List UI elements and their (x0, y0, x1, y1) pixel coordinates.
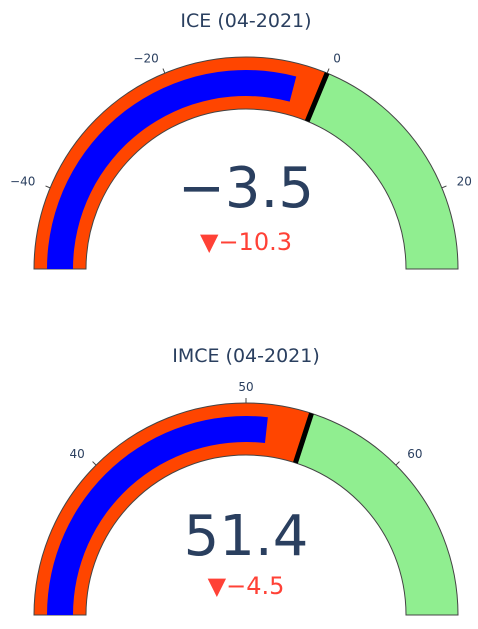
gauge-value-bar (47, 70, 297, 269)
gauge-delta: ▼−10.3 (200, 228, 292, 256)
gauge-value-bar (47, 416, 268, 615)
gauge-threshold (304, 72, 330, 123)
gauge-tick-mark (162, 68, 166, 74)
gauge-step-1 (295, 413, 458, 615)
gauge-outline (33, 56, 459, 270)
gauge-ticks: 40 50 60 (69, 380, 423, 466)
gauge-tick-label: 0 (333, 51, 341, 65)
gauge-tick-mark (326, 68, 330, 74)
gauge-ticks: −40 −20 0 20 (10, 51, 472, 188)
gauge-tick-mark (395, 461, 400, 466)
gauge-threshold (293, 412, 314, 464)
gauge-title: IMCE (04-2021) (172, 345, 320, 367)
gauge-arcs (33, 402, 459, 616)
gauge-tick-label: 20 (457, 175, 472, 189)
gauge-outline (33, 402, 459, 616)
gauge-ice: ICE (04-2021) −40 −20 0 20 −3.5 ▼−10.3 (10, 10, 472, 270)
gauge-step-0 (34, 56, 328, 269)
gauge-imce: IMCE (04-2021) 40 50 60 51.4 ▼−4.5 (33, 345, 459, 616)
gauge-value: −3.5 (178, 156, 314, 221)
gauge-tick-label: 60 (407, 447, 422, 461)
gauge-tick-mark (92, 461, 97, 466)
gauge-tick-label: −40 (10, 175, 35, 189)
gauge-title: ICE (04-2021) (180, 10, 311, 32)
gauge-delta: ▼−4.5 (208, 572, 285, 600)
gauge-value: 51.4 (184, 504, 309, 569)
gauge-step-1 (307, 73, 458, 269)
gauge-tick-mark (45, 185, 51, 189)
gauge-tick-label: −20 (133, 51, 158, 65)
gauge-tick-label: 40 (69, 447, 84, 461)
gauge-tick-mark (441, 185, 447, 189)
gauge-arcs (33, 56, 459, 270)
gauge-tick-label: 50 (238, 380, 253, 394)
